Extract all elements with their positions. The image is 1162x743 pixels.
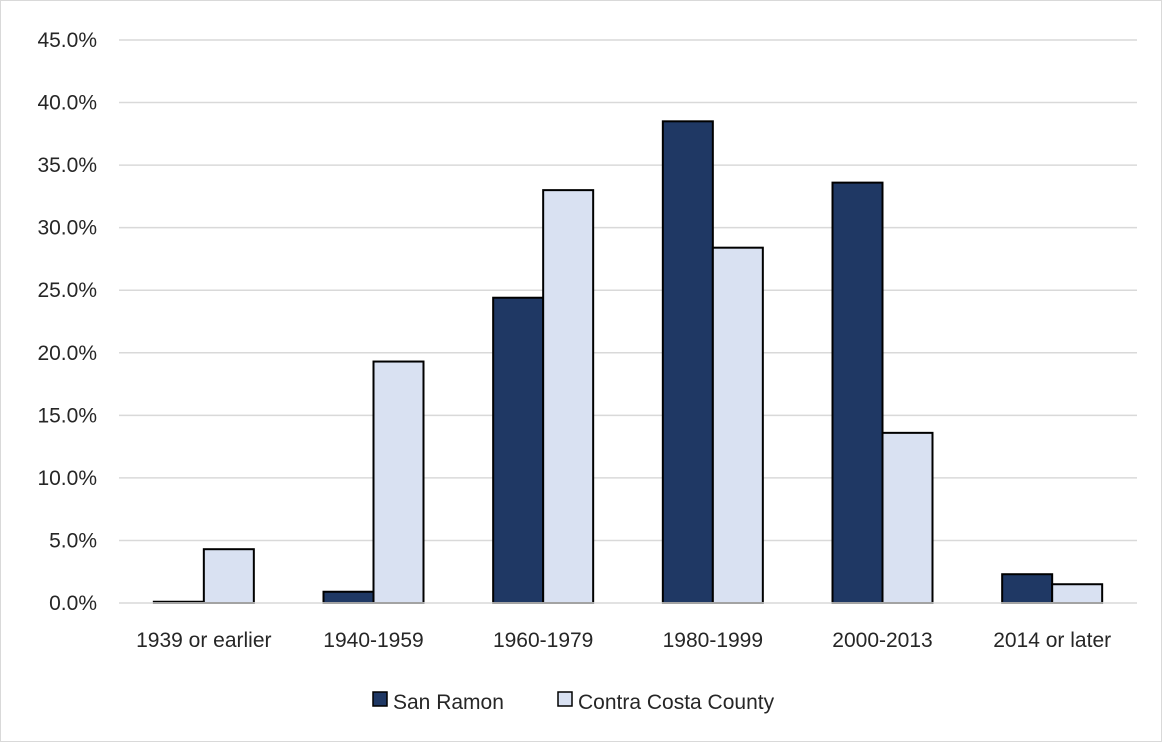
legend-label: Contra Costa County: [578, 691, 775, 714]
y-tick-label: 40.0%: [37, 92, 97, 115]
y-tick-label: 0.0%: [49, 592, 97, 615]
gridlines: [119, 39, 1137, 542]
y-tick-label: 30.0%: [37, 217, 97, 240]
x-category-label: 2014 or later: [993, 629, 1111, 652]
bar-san-ramon: [492, 296, 545, 604]
bar-san-ramon: [661, 120, 714, 604]
x-category-label: 1980-1999: [663, 629, 763, 652]
legend: San Ramon Contra Costa County: [372, 691, 775, 714]
x-category-label: 1960-1979: [493, 629, 593, 652]
x-category-label: 1940-1959: [323, 629, 423, 652]
bar-contra-costa-county: [1051, 583, 1104, 605]
x-axis-category-labels: 1939 or earlier 1940-1959 1960-1979 1980-19…: [136, 629, 1111, 652]
bar-contra-costa-county: [202, 548, 255, 604]
x-category-label: 2000-2013: [832, 629, 932, 652]
y-tick-label: 35.0%: [37, 154, 97, 177]
bar-san-ramon: [1001, 573, 1054, 604]
y-tick-label: 15.0%: [37, 404, 97, 427]
bar-contra-costa-county: [711, 246, 764, 604]
bar-san-ramon: [322, 590, 375, 604]
bars: [152, 120, 1104, 605]
y-axis-tick-labels: 0.0% 5.0% 10.0% 15.0% 20.0% 25.0% 30.0% 35.0% 40…: [37, 29, 97, 615]
y-tick-label: 25.0%: [37, 279, 97, 302]
legend-label: San Ramon: [393, 691, 504, 714]
y-tick-label: 45.0%: [37, 29, 97, 52]
bar-contra-costa-county: [881, 431, 934, 604]
legend-swatch: [557, 691, 573, 707]
y-tick-label: 10.0%: [37, 467, 97, 490]
bar-contra-costa-county: [372, 360, 425, 604]
legend-item: San Ramon: [372, 691, 504, 714]
bar-contra-costa-county: [542, 189, 595, 604]
legend-item: Contra Costa County: [557, 691, 775, 714]
x-category-label: 1939 or earlier: [136, 629, 271, 652]
legend-swatch: [372, 691, 388, 707]
bar-san-ramon: [831, 181, 884, 604]
y-tick-label: 5.0%: [49, 529, 97, 552]
y-tick-label: 20.0%: [37, 342, 97, 365]
